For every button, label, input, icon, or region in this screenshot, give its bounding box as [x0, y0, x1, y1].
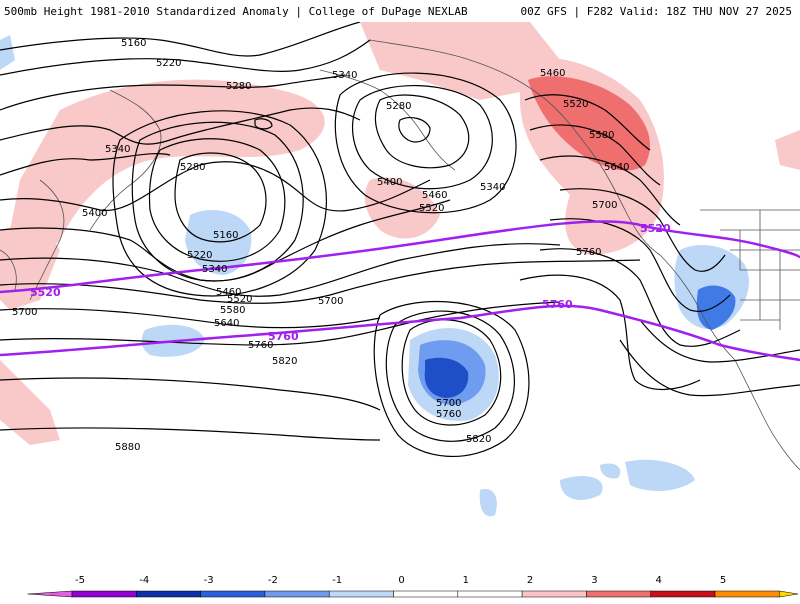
- colorbar-segment: [650, 590, 716, 598]
- colorbar-segment: [714, 590, 780, 598]
- colorbar-tick-label: 5: [720, 575, 726, 586]
- contour-label: 5760: [576, 247, 601, 258]
- map-panel: 5160 5220 5280 5340 5340 5400 5280 5280 …: [0, 22, 800, 570]
- contour-label: 5280: [180, 162, 205, 173]
- colorbar-tick-label: -2: [268, 575, 278, 586]
- contour-label: 5820: [466, 434, 491, 445]
- contour-label: 5400: [82, 208, 107, 219]
- colorbar-tick-label: -1: [332, 575, 342, 586]
- contour-label: 5340: [332, 70, 357, 81]
- contour-label: 5880: [115, 442, 140, 453]
- map-title: 500mb Height 1981-2010 Standardized Anom…: [4, 5, 468, 18]
- colorbar-segment: [521, 590, 587, 598]
- colorbar-tick-label: 1: [463, 575, 469, 586]
- colorbar-segment: [200, 590, 266, 598]
- contour-label: 5460: [216, 287, 241, 298]
- contour-label: 5640: [604, 162, 629, 173]
- reference-label: 5760: [268, 330, 299, 343]
- contour-label: 5400: [377, 177, 402, 188]
- colorbar-tick-label: 2: [527, 575, 533, 586]
- colorbar-tick-label: -3: [204, 575, 214, 586]
- contour-label: 5640: [214, 318, 239, 329]
- colorbar-segment: [328, 590, 394, 598]
- colorbar-tick-label: -4: [139, 575, 149, 586]
- height-contours: [0, 22, 800, 457]
- colorbar-tick-label: 4: [656, 575, 662, 586]
- colorbar-segment: [264, 590, 330, 598]
- colorbar-segment: [457, 590, 523, 598]
- contour-label: 5340: [202, 264, 227, 275]
- contour-label: 5220: [156, 58, 181, 69]
- reference-label: 5760: [542, 298, 573, 311]
- header: 500mb Height 1981-2010 Standardized Anom…: [0, 0, 800, 22]
- reference-labels: 5520 5520 5760 5760: [30, 222, 671, 343]
- contour-label: 5700: [318, 296, 343, 307]
- colorbar-tick-label: 0: [398, 575, 404, 586]
- colorbar-ticks: -5 -4 -3 -2 -1 0 1 2 3 4 5: [75, 575, 726, 586]
- colorbar-negative-tip: [27, 590, 73, 598]
- colorbar-svg: -5 -4 -3 -2 -1 0 1 2 3 4 5: [27, 575, 799, 598]
- colorbar-segment: [136, 590, 201, 598]
- contour-label: 5280: [226, 81, 251, 92]
- contour-label: 5700: [592, 200, 617, 211]
- contour-label: 5700: [436, 398, 461, 409]
- contour-labels: 5160 5220 5280 5340 5340 5400 5280 5280 …: [12, 38, 629, 453]
- contour-label: 5700: [12, 307, 37, 318]
- contour-label: 5520: [563, 99, 588, 110]
- contour-label: 5340: [105, 144, 130, 155]
- contour-label: 5520: [227, 294, 252, 305]
- negative-anomaly-shading: [0, 35, 749, 517]
- contour-label: 5340: [480, 182, 505, 193]
- contour-label: 5460: [540, 68, 565, 79]
- colorbar-segment: [586, 590, 651, 598]
- contour-label: 5580: [589, 130, 614, 141]
- colorbar-bar: [27, 590, 799, 598]
- contour-label: 5760: [436, 409, 461, 420]
- contour-label: 5580: [220, 305, 245, 316]
- contour-label: 5460: [422, 190, 447, 201]
- colorbar-tick-label: 3: [591, 575, 597, 586]
- contour-label: 5220: [187, 250, 212, 261]
- contour-label: 5160: [121, 38, 146, 49]
- contour-label: 5820: [272, 356, 297, 367]
- reference-label: 5520: [640, 222, 671, 235]
- reference-contours: [0, 220, 800, 362]
- colorbar-segment: [393, 590, 459, 598]
- reference-label: 5520: [30, 286, 61, 299]
- colorbar-positive-tip: [779, 590, 799, 598]
- contour-label: 5520: [419, 203, 444, 214]
- contour-label: 5280: [386, 101, 411, 112]
- colorbar-tick-label: -5: [75, 575, 85, 586]
- colorbar-segment: [71, 590, 137, 598]
- positive-anomaly-shading: [0, 22, 800, 445]
- run-info: 00Z GFS | F282 Valid: 18Z THU NOV 27 202…: [520, 5, 792, 18]
- anomaly-map: 5160 5220 5280 5340 5340 5400 5280 5280 …: [0, 22, 800, 570]
- contour-label: 5760: [248, 340, 273, 351]
- contour-label: 5160: [213, 230, 238, 241]
- colorbar: -5 -4 -3 -2 -1 0 1 2 3 4 5: [0, 570, 800, 600]
